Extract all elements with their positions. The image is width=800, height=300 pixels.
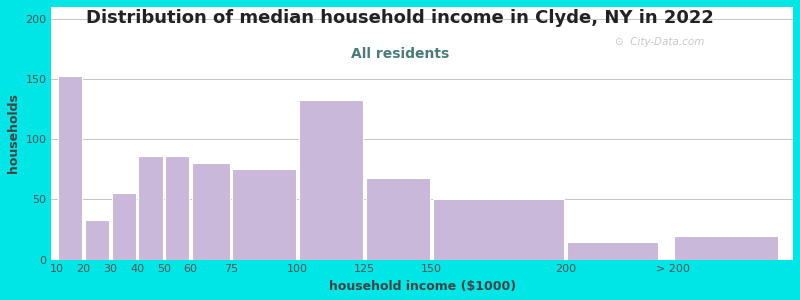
Bar: [85, 220, 109, 260]
Bar: [299, 100, 363, 260]
Text: All residents: All residents: [351, 46, 449, 61]
Bar: [366, 178, 430, 260]
Text: Distribution of median household income in Clyde, NY in 2022: Distribution of median household income …: [86, 9, 714, 27]
Bar: [567, 242, 658, 260]
Text: ⊙  City-Data.com: ⊙ City-Data.com: [615, 37, 705, 47]
Bar: [138, 156, 162, 260]
Bar: [112, 194, 136, 260]
Y-axis label: households: households: [7, 93, 20, 173]
Bar: [192, 164, 230, 260]
Bar: [58, 76, 82, 260]
Bar: [433, 200, 564, 260]
Bar: [674, 236, 778, 260]
Bar: [232, 169, 297, 260]
X-axis label: household income ($1000): household income ($1000): [329, 280, 516, 293]
Bar: [166, 156, 190, 260]
